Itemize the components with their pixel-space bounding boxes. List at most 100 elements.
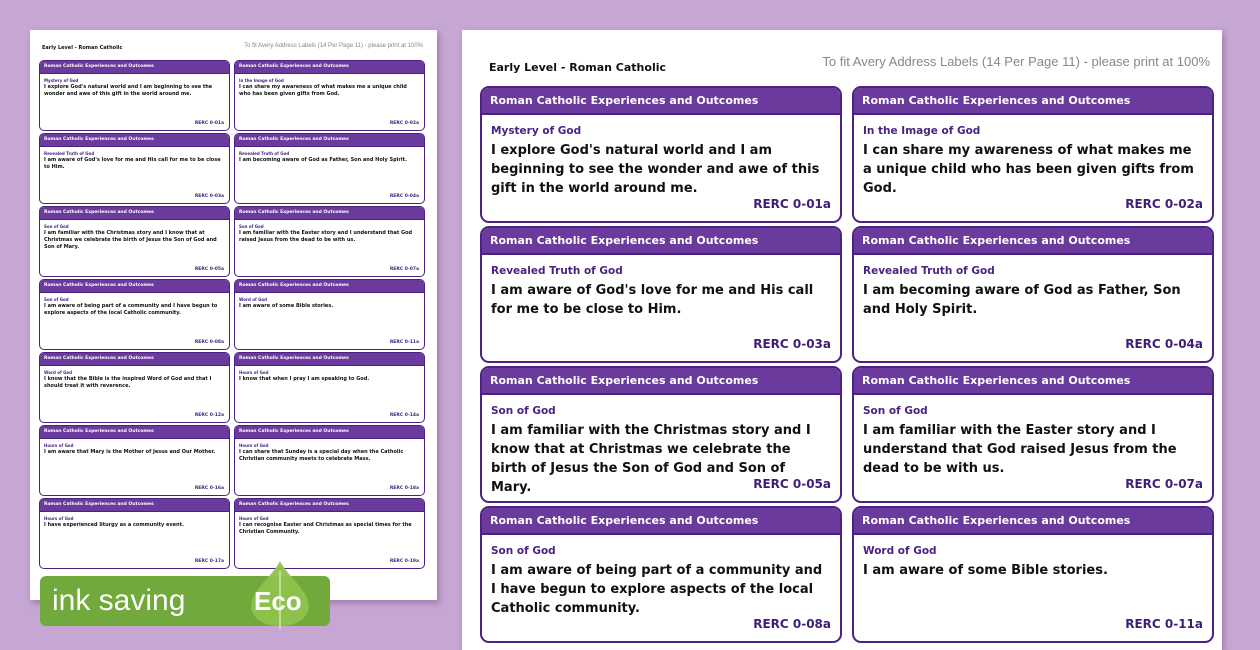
label-code: RERC 0-08a [194, 340, 224, 345]
label-code: RERC 0-02a [1125, 197, 1203, 211]
label-heading: Roman Catholic Experiences and Outcomes [854, 88, 1212, 115]
label-strand: Mystery of God [491, 125, 582, 137]
label-code: RERC 0-08a [753, 617, 831, 631]
label-strand: Word of God [239, 297, 268, 302]
label-code: RERC 0-03a [753, 337, 831, 351]
label-outcome-text: I know that when I pray I am speaking to… [239, 376, 370, 382]
label-strand: Mystery of God [44, 78, 79, 83]
label-strand: Word of God [863, 545, 937, 557]
label-heading: Roman Catholic Experiences and Outcomes [40, 426, 229, 439]
label-card: Roman Catholic Experiences and Outcomes I… [852, 86, 1214, 223]
label-card: Roman Catholic Experiences and Outcomes R… [852, 226, 1214, 363]
label-code: RERC 0-03a [194, 194, 224, 199]
label-strand: Revealed Truth of God [491, 265, 623, 277]
eco-label: Eco [254, 586, 302, 616]
label-card: Roman Catholic Experiences and Outcomes S… [234, 206, 425, 277]
label-outcome-text: I can share that Sunday is a special day… [239, 449, 404, 462]
label-heading: Roman Catholic Experiences and Outcomes [482, 228, 840, 255]
label-strand: Hours of God [44, 516, 74, 521]
label-code: RERC 0-07a [389, 267, 419, 272]
label-outcome-text: I can share my awareness of what makes m… [239, 84, 407, 97]
print-instructions: To fit Avery Address Labels (14 Per Page… [822, 54, 1210, 69]
label-strand: Son of God [491, 545, 556, 557]
label-code: RERC 0-01a [753, 197, 831, 211]
label-card: Roman Catholic Experiences and Outcomes R… [39, 133, 230, 204]
label-card: Roman Catholic Experiences and Outcomes S… [39, 279, 230, 350]
label-outcome-text: I explore God's natural world and I am b… [491, 143, 820, 196]
label-heading: Roman Catholic Experiences and Outcomes [40, 353, 229, 366]
label-card: Roman Catholic Experiences and Outcomes S… [480, 366, 842, 503]
label-code: RERC 0-04a [1125, 337, 1203, 351]
label-card: Roman Catholic Experiences and Outcomes S… [480, 506, 842, 643]
label-code: RERC 0-18a [389, 486, 419, 491]
label-heading: Roman Catholic Experiences and Outcomes [235, 426, 424, 439]
label-outcome-text: I am aware of God's love for me and His … [44, 157, 221, 170]
label-heading: Roman Catholic Experiences and Outcomes [235, 207, 424, 220]
level-title: Early Level - Roman Catholic [42, 45, 123, 51]
label-code: RERC 0-02a [389, 121, 419, 126]
label-heading: Roman Catholic Experiences and Outcomes [482, 88, 840, 115]
label-outcome-text: I am familiar with the Christmas story a… [491, 423, 811, 495]
label-outcome-text: I am aware of some Bible stories. [863, 563, 1108, 578]
label-strand: Hours of God [239, 370, 269, 375]
label-heading: Roman Catholic Experiences and Outcomes [235, 280, 424, 293]
label-outcome-text: I am aware that Mary is the Mother of Je… [44, 449, 216, 455]
label-code: RERC 0-14a [389, 413, 419, 418]
ink-saving-label: ink saving [52, 584, 186, 617]
label-strand: Revealed Truth of God [239, 151, 290, 156]
label-card: Roman Catholic Experiences and Outcomes W… [234, 279, 425, 350]
label-heading: Roman Catholic Experiences and Outcomes [40, 61, 229, 74]
label-outcome-text: I can share my awareness of what makes m… [863, 143, 1194, 196]
label-code: RERC 0-05a [194, 267, 224, 272]
label-card: Roman Catholic Experiences and Outcomes H… [234, 498, 425, 569]
label-outcome-text: I am familiar with the Easter story and … [863, 423, 1177, 476]
label-strand: Son of God [44, 297, 69, 302]
label-card: Roman Catholic Experiences and Outcomes H… [39, 498, 230, 569]
label-code: RERC 0-04a [389, 194, 419, 199]
label-heading: Roman Catholic Experiences and Outcomes [235, 353, 424, 366]
label-heading: Roman Catholic Experiences and Outcomes [854, 228, 1212, 255]
label-card: Roman Catholic Experiences and Outcomes I… [234, 60, 425, 131]
label-card: Roman Catholic Experiences and Outcomes W… [852, 506, 1214, 643]
label-outcome-text: I am aware of God's love for me and His … [491, 283, 814, 317]
page-thumbnail: Early Level - Roman Catholic To fit Aver… [30, 30, 437, 600]
label-card: Roman Catholic Experiences and Outcomes R… [234, 133, 425, 204]
label-code: RERC 0-16a [194, 486, 224, 491]
label-card: Roman Catholic Experiences and Outcomes S… [852, 366, 1214, 503]
label-heading: Roman Catholic Experiences and Outcomes [235, 134, 424, 147]
print-instructions: To fit Avery Address Labels (14 Per Page… [244, 43, 423, 49]
page-zoomed: Early Level - Roman Catholic To fit Aver… [462, 30, 1222, 650]
label-code: RERC 0-19a [389, 559, 419, 564]
label-card: Roman Catholic Experiences and Outcomes M… [480, 86, 842, 223]
label-outcome-text: I have experienced liturgy as a communit… [44, 522, 184, 528]
label-strand: Revealed Truth of God [863, 265, 995, 277]
label-heading: Roman Catholic Experiences and Outcomes [40, 499, 229, 512]
label-heading: Roman Catholic Experiences and Outcomes [235, 61, 424, 74]
label-strand: Revealed Truth of God [44, 151, 95, 156]
label-card: Roman Catholic Experiences and Outcomes R… [480, 226, 842, 363]
label-outcome-text: I can recognise Easter and Christmas as … [239, 522, 412, 535]
label-strand: Word of God [44, 370, 73, 375]
label-code: RERC 0-05a [753, 477, 831, 491]
label-strand: Hours of God [44, 443, 74, 448]
label-code: RERC 0-12a [194, 413, 224, 418]
label-heading: Roman Catholic Experiences and Outcomes [854, 508, 1212, 535]
label-outcome-text: I explore God's natural world and I am b… [44, 84, 213, 97]
label-strand: In the Image of God [239, 78, 284, 83]
label-outcome-text: I am aware of being part of a community … [491, 563, 823, 616]
label-strand: Son of God [491, 405, 556, 417]
label-code: RERC 0-11a [389, 340, 419, 345]
label-heading: Roman Catholic Experiences and Outcomes [40, 134, 229, 147]
label-heading: Roman Catholic Experiences and Outcomes [482, 508, 840, 535]
label-heading: Roman Catholic Experiences and Outcomes [854, 368, 1212, 395]
label-card: Roman Catholic Experiences and Outcomes W… [39, 352, 230, 423]
label-outcome-text: I am familiar with the Christmas story a… [44, 230, 217, 250]
label-heading: Roman Catholic Experiences and Outcomes [235, 499, 424, 512]
label-code: RERC 0-01a [194, 121, 224, 126]
label-card: Roman Catholic Experiences and Outcomes H… [39, 425, 230, 496]
label-heading: Roman Catholic Experiences and Outcomes [40, 207, 229, 220]
label-strand: Hours of God [239, 443, 269, 448]
label-outcome-text: I know that the Bible is the inspired Wo… [44, 376, 212, 389]
label-code: RERC 0-11a [1125, 617, 1203, 631]
label-heading: Roman Catholic Experiences and Outcomes [40, 280, 229, 293]
